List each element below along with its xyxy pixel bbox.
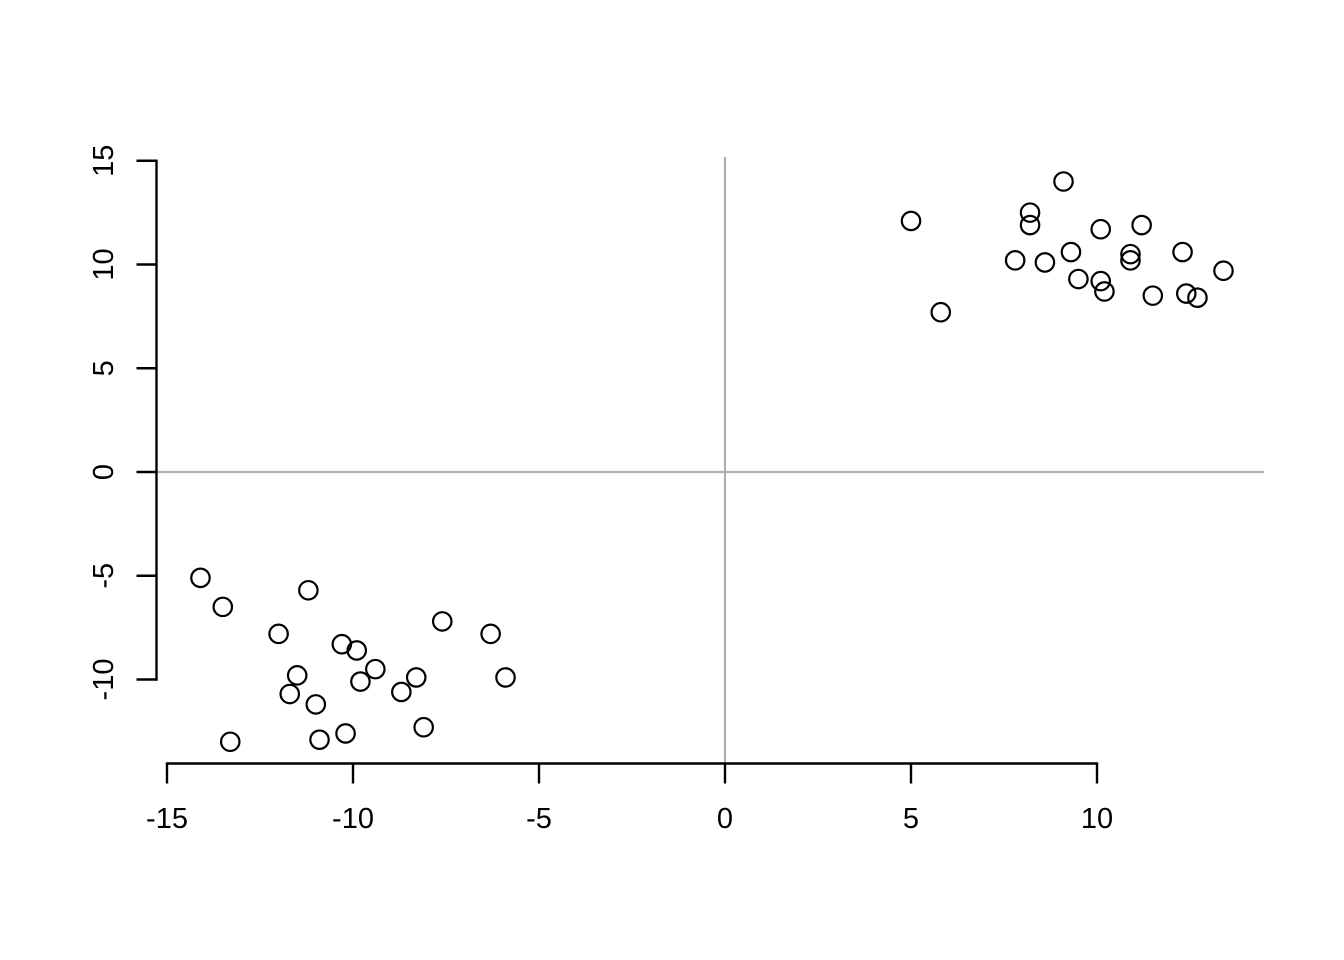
data-point	[1090, 218, 1112, 240]
data-point	[1094, 281, 1115, 302]
data-point	[1142, 285, 1164, 306]
data-point	[1068, 268, 1089, 290]
data-point	[413, 716, 434, 738]
data-point	[1053, 171, 1074, 192]
data-point	[335, 723, 356, 744]
data-point	[298, 579, 319, 601]
data-point	[212, 596, 234, 618]
data-point	[1172, 241, 1193, 263]
y-tick-label: 0	[88, 464, 120, 480]
data-point	[190, 567, 211, 589]
data-point	[930, 301, 952, 323]
data-point	[1060, 241, 1082, 263]
data-point	[365, 658, 386, 680]
x-tick-label: -10	[332, 803, 374, 835]
data-point	[1019, 202, 1041, 223]
x-tick-label: 5	[903, 803, 919, 835]
data-point	[391, 681, 412, 703]
data-point	[900, 210, 922, 232]
x-tick-label: 0	[717, 803, 733, 835]
data-point	[1120, 250, 1141, 271]
data-point	[350, 671, 371, 692]
series-cluster-upper-right	[900, 171, 1234, 323]
data-point	[346, 640, 368, 661]
data-point	[480, 623, 501, 645]
y-tick-label: 15	[88, 145, 120, 177]
data-point	[279, 683, 301, 705]
data-point	[495, 667, 516, 688]
x-axis: -15 -10 -5 0 5 10	[146, 762, 1113, 835]
data-point	[305, 694, 327, 715]
x-tick-label: -15	[146, 803, 188, 835]
data-point	[431, 611, 453, 632]
x-tick-label: -5	[526, 803, 552, 835]
data-point	[1090, 270, 1112, 292]
y-tick-label: 5	[88, 360, 120, 376]
data-point	[405, 667, 427, 688]
y-tick-label: 10	[88, 248, 120, 280]
x-tick-label: 10	[1081, 803, 1113, 835]
data-point	[286, 665, 308, 686]
data-point	[1187, 287, 1208, 308]
data-point	[219, 731, 241, 753]
data-point	[1175, 283, 1197, 304]
data-point	[1004, 250, 1026, 271]
data-point	[268, 623, 289, 645]
data-point	[1034, 252, 1056, 273]
data-point	[1213, 260, 1234, 282]
data-point	[309, 729, 330, 750]
y-tick-label: -10	[88, 659, 120, 701]
data-point	[1019, 214, 1041, 236]
series-cluster-lower-left	[190, 567, 516, 753]
y-axis: -10 -5 0 5 10 15	[88, 145, 158, 701]
data-point	[1131, 214, 1152, 236]
data-point	[1120, 243, 1141, 265]
y-tick-label: -5	[88, 563, 120, 589]
